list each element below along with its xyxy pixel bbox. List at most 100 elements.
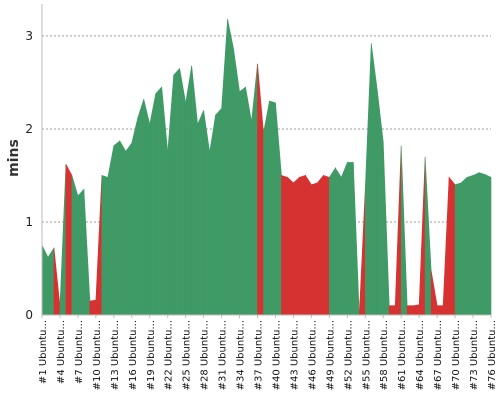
area-segment-build-48 xyxy=(323,175,330,316)
area-segment-build-61 xyxy=(400,145,408,316)
y-tick-label-2: 2 xyxy=(25,122,33,136)
x-tick-labels: #1 Ubuntu... #4 Ubuntu... #7 Ubuntu... #10 … xyxy=(38,315,498,390)
area-segment-build-69 xyxy=(448,176,456,316)
x-tick-label: #43 Ubuntu... xyxy=(289,320,300,390)
x-tick-label: #31 Ubuntu... xyxy=(218,320,229,390)
area-segment-build-9 xyxy=(89,299,97,316)
area-segment-build-2 xyxy=(47,246,55,316)
x-tick-label: #25 Ubuntu... xyxy=(182,320,193,390)
area-segment-build-21 xyxy=(161,87,169,316)
area-segment-build-70 xyxy=(454,182,462,316)
area-segment-build-57 xyxy=(376,89,384,316)
area-segment-build-46 xyxy=(311,182,318,316)
area-segment-build-20 xyxy=(155,86,163,316)
x-tick-label: #1 Ubuntu... xyxy=(38,320,49,384)
area-segment-build-66 xyxy=(430,270,438,316)
x-tick-label: #70 Ubuntu... xyxy=(451,320,462,390)
area-segment-build-73 xyxy=(472,172,480,316)
x-tick-label: #7 Ubuntu... xyxy=(74,320,85,384)
area-segment-build-47 xyxy=(317,174,324,316)
area-segment-build-36 xyxy=(251,63,258,316)
area-segment-build-72 xyxy=(466,175,474,316)
area-segment-build-23 xyxy=(173,67,180,316)
area-segment-build-54 xyxy=(358,188,366,316)
x-tick-label: #19 Ubuntu... xyxy=(146,320,157,390)
x-tick-label: #10 Ubuntu... xyxy=(92,320,103,390)
x-tick-label: #73 Ubuntu... xyxy=(469,320,480,390)
area-segment-build-51 xyxy=(341,162,348,316)
area-segment-build-15 xyxy=(125,141,133,316)
y-tick-label-3: 3 xyxy=(25,29,33,43)
area-segment-build-25 xyxy=(185,65,192,316)
area-segment-build-14 xyxy=(119,139,127,316)
area-segment-build-59 xyxy=(388,305,396,316)
area-segment-build-62 xyxy=(406,305,414,316)
area-segment-build-35 xyxy=(245,87,252,316)
y-tick-label-1: 1 xyxy=(25,215,33,229)
area-segment-build-56 xyxy=(370,43,378,316)
x-tick-label: #61 Ubuntu... xyxy=(397,320,408,390)
area-segment-build-22 xyxy=(167,74,175,316)
area-segment-build-3 xyxy=(53,247,61,316)
area-segment-build-32 xyxy=(227,19,234,316)
area-segment-build-12 xyxy=(107,145,115,316)
area-segment-build-24 xyxy=(179,68,186,316)
x-tick-label: #34 Ubuntu... xyxy=(236,320,247,390)
x-tick-label: #40 Ubuntu... xyxy=(272,320,283,390)
area-segment-build-28 xyxy=(203,110,210,316)
x-tick-label: #16 Ubuntu... xyxy=(128,320,139,390)
area-segment-build-58 xyxy=(382,141,390,316)
x-tick-label: #28 Ubuntu... xyxy=(200,320,211,390)
area-segment-build-39 xyxy=(269,100,276,316)
area-segment-build-11 xyxy=(101,175,109,316)
area-segment-build-42 xyxy=(287,176,294,316)
area-segment-build-6 xyxy=(71,175,79,316)
area-segment-build-52 xyxy=(347,162,354,316)
area-series xyxy=(41,19,492,316)
area-segment-build-8 xyxy=(83,189,91,316)
area-segment-build-37 xyxy=(257,63,264,316)
x-tick-label: #76 Ubuntu... xyxy=(487,320,498,390)
area-segment-build-41 xyxy=(281,175,288,316)
area-segment-build-44 xyxy=(299,175,306,316)
area-segment-build-38 xyxy=(263,100,270,316)
area-segment-build-1 xyxy=(41,245,49,316)
y-axis-label: mins xyxy=(6,139,22,177)
y-tick-labels: 0 1 2 3 xyxy=(25,29,33,322)
area-segment-build-10 xyxy=(95,175,103,316)
x-tick-label: #67 Ubuntu... xyxy=(433,320,444,390)
area-segment-build-33 xyxy=(233,48,240,316)
x-tick-label: #64 Ubuntu... xyxy=(415,320,426,390)
area-segment-build-5 xyxy=(65,164,73,316)
area-segment-build-67 xyxy=(436,305,444,316)
area-segment-build-18 xyxy=(143,99,151,316)
area-segment-build-45 xyxy=(305,174,312,316)
area-segment-build-65 xyxy=(424,156,432,316)
area-segment-build-13 xyxy=(113,140,121,316)
area-segment-build-49 xyxy=(329,166,336,316)
area-segment-build-53 xyxy=(353,162,360,316)
area-segment-build-40 xyxy=(275,102,282,316)
area-segment-build-27 xyxy=(197,110,204,316)
x-tick-label: #13 Ubuntu... xyxy=(110,320,121,390)
area-segment-build-68 xyxy=(442,177,450,316)
y-tick-label-0: 0 xyxy=(25,308,33,322)
axes xyxy=(41,4,491,316)
area-segment-build-19 xyxy=(149,93,157,316)
area-segment-build-75 xyxy=(484,174,492,316)
x-tick-label: #37 Ubuntu... xyxy=(254,320,265,390)
area-segment-build-64 xyxy=(418,156,426,316)
x-tick-label: #58 Ubuntu... xyxy=(379,320,390,390)
x-tick-label: #4 Ubuntu... xyxy=(56,320,67,384)
area-segment-build-34 xyxy=(239,86,246,316)
x-tick-label: #52 Ubuntu... xyxy=(343,320,354,390)
x-tick-label: #49 Ubuntu... xyxy=(325,320,336,390)
x-tick-label: #55 Ubuntu... xyxy=(361,320,372,390)
area-segment-build-7 xyxy=(77,188,85,316)
area-segment-build-31 xyxy=(221,19,228,316)
area-segment-build-71 xyxy=(460,176,468,316)
area-segment-build-43 xyxy=(293,176,300,316)
area-segment-build-60 xyxy=(394,145,402,316)
area-segment-build-16 xyxy=(131,117,139,316)
